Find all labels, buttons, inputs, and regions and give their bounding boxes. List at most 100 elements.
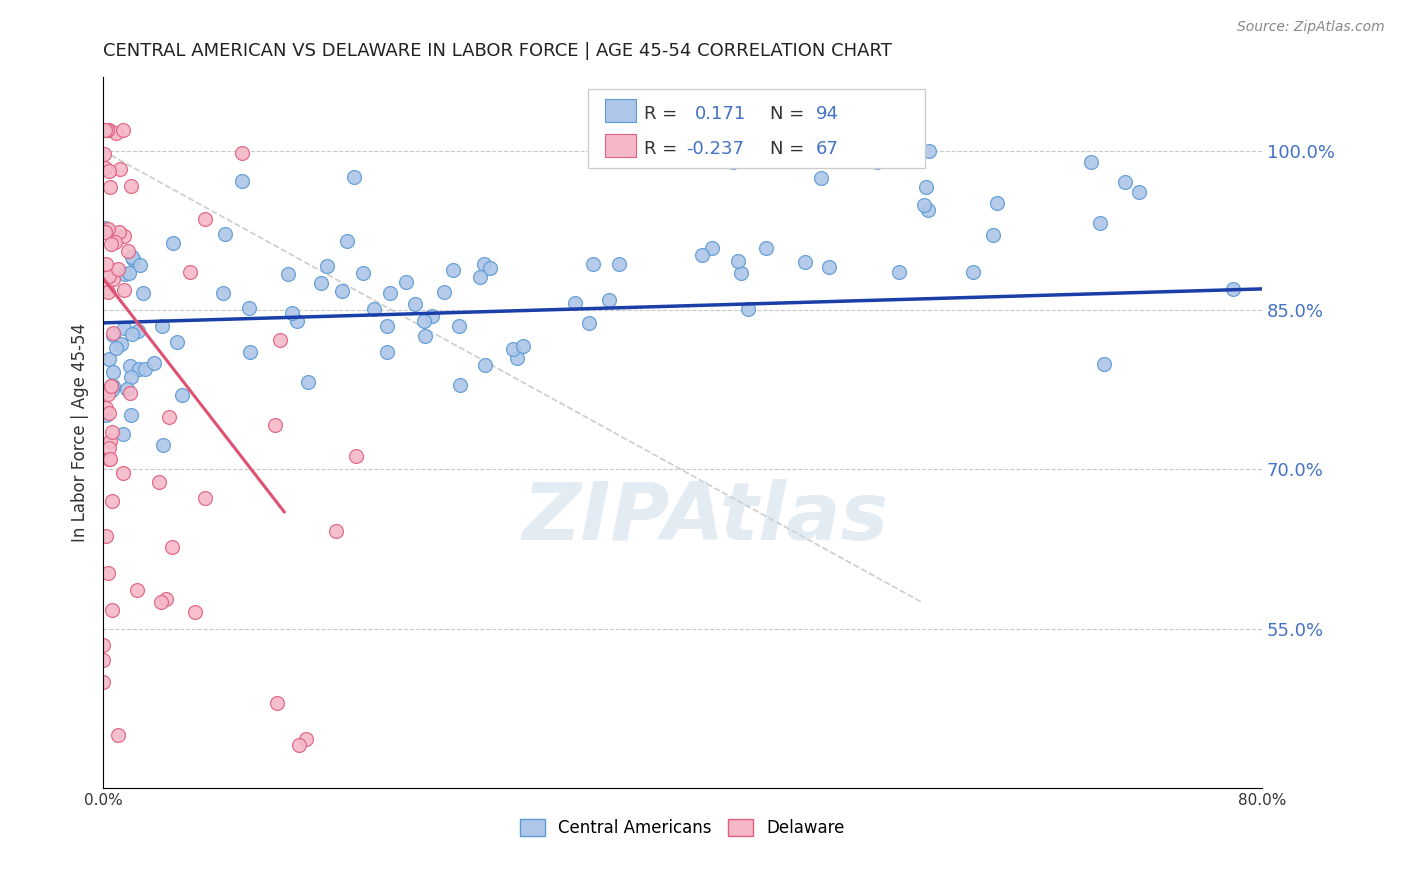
Point: [97, 406, 120, 420]
Point: [101, 494, 124, 508]
Point: [986, 195, 1008, 210]
Point: [344, 449, 367, 463]
Point: [917, 202, 939, 217]
Point: [132, 286, 155, 301]
Point: [94, 122, 117, 136]
Point: [231, 173, 253, 187]
Point: [179, 264, 201, 278]
Point: [238, 301, 260, 315]
Text: N =: N =: [770, 105, 804, 123]
Point: [818, 260, 841, 275]
Point: [121, 250, 143, 264]
Point: [91, 638, 114, 652]
Point: [97, 122, 120, 136]
Point: [690, 248, 713, 262]
Point: [336, 234, 359, 248]
Point: [194, 212, 217, 227]
Point: [325, 524, 347, 538]
Point: [564, 295, 586, 310]
Point: [375, 319, 398, 334]
Point: [120, 179, 142, 194]
Point: [118, 386, 141, 401]
Point: [981, 228, 1004, 243]
Point: [375, 345, 398, 359]
Point: [737, 301, 759, 316]
Text: R =: R =: [644, 105, 678, 123]
Point: [93, 147, 115, 161]
Point: [112, 426, 135, 441]
Point: [127, 324, 149, 338]
Point: [103, 327, 125, 342]
Point: [352, 266, 374, 280]
Point: [98, 164, 121, 178]
Point: [112, 321, 135, 335]
Point: [128, 258, 150, 272]
Point: [94, 257, 117, 271]
Point: [97, 351, 120, 366]
Point: [468, 270, 491, 285]
Point: [94, 122, 117, 136]
Point: [103, 379, 125, 393]
Point: [415, 329, 437, 343]
Point: [433, 285, 456, 299]
Point: [125, 582, 148, 597]
Point: [107, 728, 129, 742]
Point: [166, 334, 188, 349]
Point: [363, 301, 385, 316]
Point: [582, 257, 605, 271]
Point: [1114, 175, 1136, 189]
Point: [160, 540, 183, 554]
Point: [607, 256, 630, 270]
Point: [110, 336, 132, 351]
Point: [91, 653, 114, 667]
Point: [1222, 282, 1244, 296]
Point: [128, 362, 150, 376]
Point: [343, 170, 366, 185]
Text: 94: 94: [815, 105, 838, 123]
Point: [101, 271, 124, 285]
Point: [915, 180, 938, 194]
Point: [100, 602, 122, 616]
Point: [512, 338, 534, 352]
Text: CENTRAL AMERICAN VS DELAWARE IN LABOR FORCE | AGE 45-54 CORRELATION CHART: CENTRAL AMERICAN VS DELAWARE IN LABOR FO…: [103, 42, 891, 60]
Point: [93, 221, 115, 235]
Point: [269, 334, 291, 348]
Point: [721, 154, 744, 169]
Point: [104, 126, 127, 140]
Point: [101, 425, 124, 439]
Point: [94, 161, 117, 175]
Point: [96, 122, 118, 136]
Point: [152, 438, 174, 452]
Point: [96, 408, 118, 422]
Point: [395, 275, 418, 289]
Point: [288, 739, 311, 753]
Point: [578, 316, 600, 330]
Point: [91, 674, 114, 689]
Point: [108, 225, 131, 239]
Point: [97, 452, 120, 467]
Point: [114, 268, 136, 282]
Point: [441, 263, 464, 277]
Point: [316, 260, 339, 274]
Point: [112, 229, 135, 244]
Point: [96, 280, 118, 294]
Point: [474, 256, 496, 270]
Point: [449, 318, 471, 333]
Point: [214, 227, 236, 242]
Point: [98, 268, 121, 283]
Point: [98, 434, 121, 448]
Point: [97, 387, 120, 401]
Point: [1128, 185, 1150, 199]
Point: [378, 285, 401, 300]
Point: [98, 180, 121, 194]
Point: [150, 595, 173, 609]
Point: [112, 122, 135, 136]
Point: [912, 198, 935, 212]
Point: [231, 145, 253, 160]
Point: [309, 277, 332, 291]
Point: [794, 255, 817, 269]
Point: [474, 358, 496, 372]
Point: [755, 241, 778, 255]
Point: [727, 253, 749, 268]
Point: [100, 379, 122, 393]
